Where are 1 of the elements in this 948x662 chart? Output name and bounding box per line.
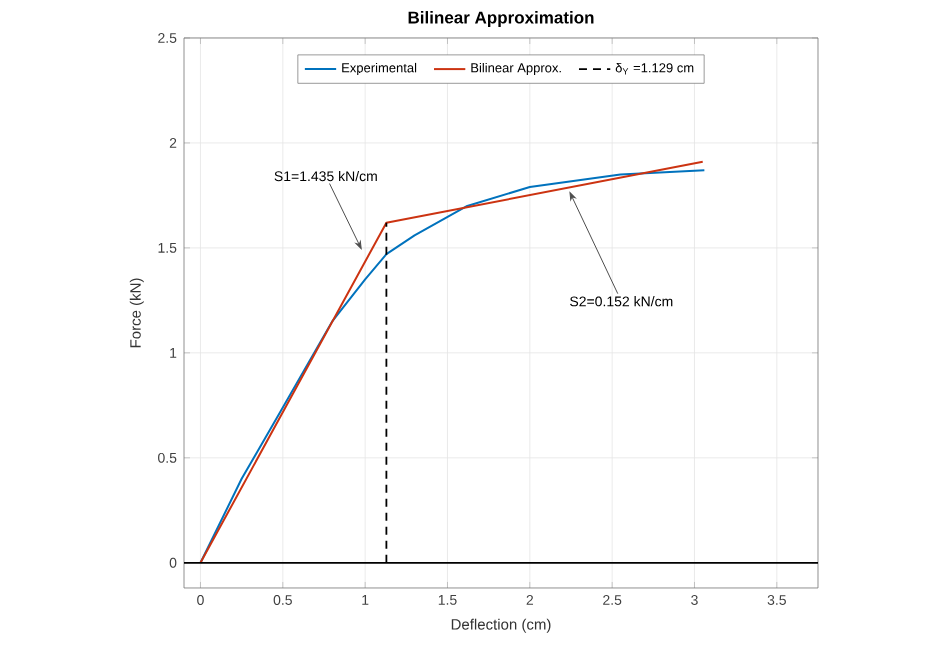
chart-title: Bilinear Approximation (408, 11, 594, 27)
